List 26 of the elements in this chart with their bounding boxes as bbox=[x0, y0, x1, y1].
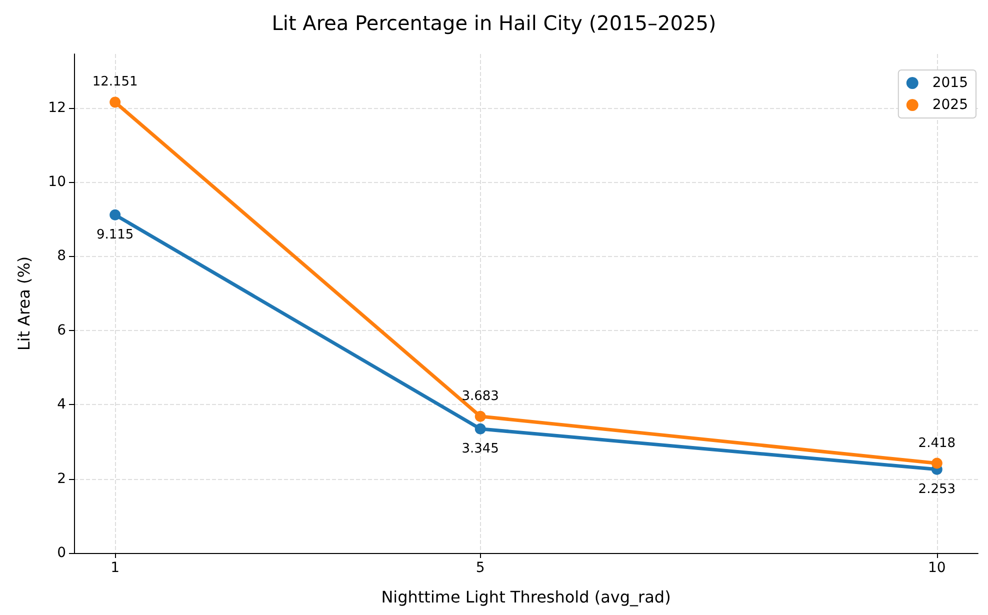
x-tick-label: 5 bbox=[476, 560, 485, 576]
legend-label: 2015 bbox=[932, 75, 968, 91]
y-tick-label: 12 bbox=[48, 100, 66, 116]
y-tick-label: 6 bbox=[57, 322, 66, 338]
point bbox=[110, 96, 121, 108]
y-tick-label: 8 bbox=[57, 248, 66, 264]
x-axis-title: Nighttime Light Threshold (avg_rad) bbox=[381, 588, 671, 606]
point bbox=[474, 423, 486, 434]
y-tick-label: 4 bbox=[57, 396, 66, 413]
chart-title: Lit Area Percentage in Hail City (2015–2025) bbox=[272, 11, 716, 35]
data-label: 2.418 bbox=[918, 436, 956, 451]
data-label: 9.115 bbox=[96, 227, 134, 242]
x-tick-label: 10 bbox=[928, 560, 946, 576]
point bbox=[110, 209, 121, 220]
point bbox=[474, 410, 486, 422]
data-label: 2.253 bbox=[918, 482, 956, 497]
y-tick-label: 0 bbox=[57, 545, 66, 561]
y-axis-title: Lit Area (%) bbox=[14, 256, 34, 351]
y-tick-label: 10 bbox=[48, 174, 66, 190]
point bbox=[931, 458, 942, 469]
data-label: 3.683 bbox=[462, 388, 499, 404]
data-label: 12.151 bbox=[92, 74, 138, 90]
y-tick-label: 2 bbox=[57, 470, 66, 487]
legend-label: 2025 bbox=[932, 97, 968, 113]
x-tick-label: 1 bbox=[110, 560, 120, 576]
data-label: 3.345 bbox=[462, 441, 499, 456]
